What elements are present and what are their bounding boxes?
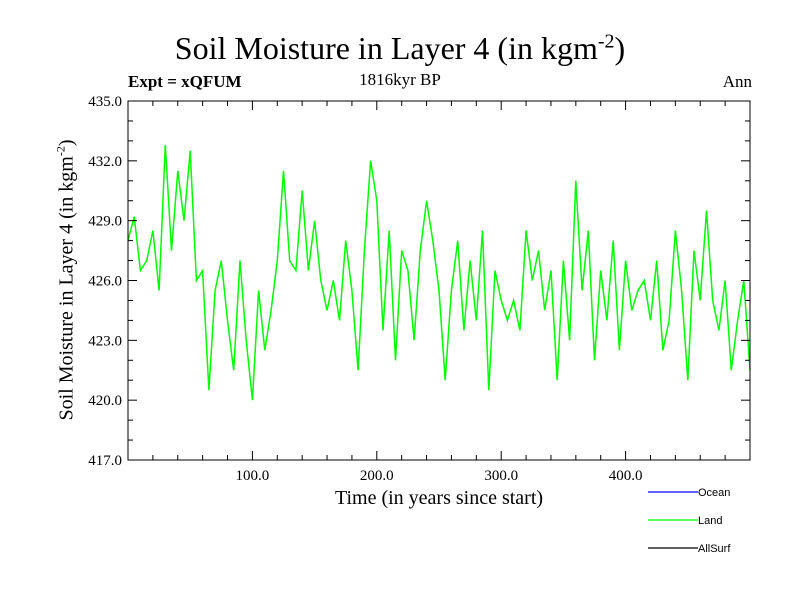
- y-tick-label: 429.0: [88, 214, 122, 230]
- period-label: 1816kyr BP: [359, 70, 441, 89]
- x-tick-label: 200.0: [360, 468, 394, 484]
- y-tick-label: 426.0: [88, 274, 122, 290]
- plot-frame: [127, 100, 751, 461]
- y-tick-label: 420.0: [88, 393, 122, 409]
- y-tick-label: 432.0: [88, 154, 122, 170]
- y-tick-label: 423.0: [88, 333, 122, 349]
- x-tick-label: 300.0: [484, 468, 518, 484]
- x-axis-label: Time (in years since start): [334, 487, 544, 509]
- legend-label-ocean: Ocean: [698, 487, 730, 499]
- season-label: Ann: [722, 72, 752, 91]
- chart-title: Soil Moisture in Layer 4 (in kgm-2): [174, 30, 626, 66]
- x-tick-label: 400.0: [609, 468, 643, 484]
- x-tick-label: 100.0: [236, 468, 270, 484]
- series-line-land: [127, 144, 751, 401]
- legend-label-land: Land: [698, 515, 722, 527]
- y-tick-label: 435.0: [88, 94, 122, 110]
- y-tick-label: 417.0: [88, 453, 122, 469]
- y-axis-label: Soil Moisture in Layer 4 (in kgm-2): [53, 139, 78, 421]
- experiment-label: Expt = xQFUM: [128, 72, 242, 91]
- legend-label-allsurf: AllSurf: [698, 543, 731, 555]
